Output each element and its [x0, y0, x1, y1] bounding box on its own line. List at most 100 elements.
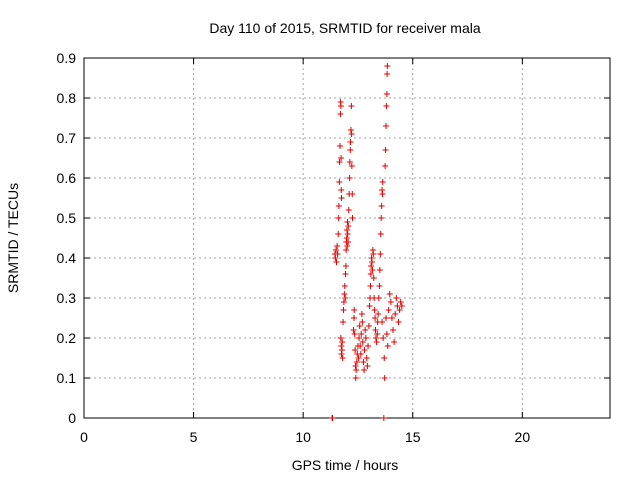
x-tick-label: 0 — [80, 429, 88, 445]
data-point — [377, 251, 384, 257]
data-point — [338, 343, 345, 349]
data-point — [382, 163, 389, 169]
data-point — [348, 163, 355, 169]
data-point — [341, 291, 348, 297]
data-points — [329, 63, 405, 421]
data-point — [376, 283, 383, 289]
data-point — [337, 103, 344, 109]
y-tick-label: 0.2 — [57, 330, 77, 346]
data-point — [398, 303, 405, 309]
data-point — [339, 355, 346, 361]
data-point — [380, 335, 387, 341]
data-point — [384, 63, 391, 69]
data-point — [355, 355, 362, 361]
data-point — [357, 343, 364, 349]
data-point — [346, 175, 353, 181]
data-point — [351, 315, 358, 321]
data-point — [379, 179, 386, 185]
data-point — [377, 231, 384, 237]
data-point — [341, 283, 348, 289]
y-tick-label: 0.8 — [57, 90, 77, 106]
data-point — [369, 267, 376, 273]
data-point — [350, 327, 357, 333]
data-point — [353, 359, 360, 365]
y-tick-label: 0.1 — [57, 370, 77, 386]
data-point — [368, 259, 375, 265]
y-tick-label: 0.5 — [57, 210, 77, 226]
data-point — [383, 91, 390, 97]
x-tick-label: 15 — [405, 429, 421, 445]
data-point — [353, 367, 360, 373]
data-point — [362, 335, 369, 341]
data-point — [397, 299, 404, 305]
data-point — [392, 311, 399, 317]
y-tick-label: 0.7 — [57, 130, 77, 146]
data-point — [378, 203, 385, 209]
data-point — [333, 247, 340, 253]
data-point — [345, 207, 352, 213]
data-point — [361, 347, 368, 353]
data-point — [359, 319, 366, 325]
data-point — [376, 267, 383, 273]
data-point — [344, 227, 350, 233]
data-point — [356, 335, 363, 341]
data-point — [359, 339, 366, 345]
data-point — [335, 203, 342, 209]
data-point — [361, 367, 368, 373]
data-point — [378, 215, 385, 221]
data-point — [344, 243, 351, 249]
data-point — [379, 319, 386, 325]
data-point — [339, 339, 346, 345]
data-point — [345, 239, 352, 245]
data-point — [370, 251, 377, 257]
data-point — [364, 363, 371, 369]
y-tick-label: 0.4 — [57, 250, 77, 266]
data-point — [349, 191, 356, 197]
data-point — [363, 355, 370, 361]
data-point — [335, 231, 342, 237]
data-point — [383, 331, 390, 337]
data-point — [336, 143, 343, 149]
data-point — [387, 299, 394, 305]
data-point — [395, 319, 402, 325]
data-point — [370, 275, 377, 281]
y-tick-label: 0.9 — [57, 50, 77, 66]
data-point — [372, 327, 379, 333]
data-point — [342, 271, 349, 277]
data-point — [381, 375, 388, 381]
data-point — [384, 343, 391, 349]
data-point — [352, 375, 359, 381]
data-point — [373, 339, 380, 345]
data-point — [367, 271, 374, 277]
data-point — [348, 131, 355, 137]
tick-labels: 0 0.1 0.2 0.3 0.4 0.5 0.6 0.7 0.8 0.9 0 5 10 15 20 — [57, 50, 531, 445]
data-point — [372, 335, 379, 341]
data-point — [346, 159, 353, 165]
data-point — [349, 215, 356, 221]
y-tick-label: 0 — [68, 410, 76, 426]
data-point — [334, 243, 341, 249]
data-point — [338, 155, 345, 161]
data-point — [365, 323, 372, 329]
y-tick-label: 0.6 — [57, 170, 77, 186]
data-point — [342, 263, 349, 269]
data-point — [358, 311, 365, 317]
data-point — [352, 363, 359, 369]
data-point — [390, 327, 397, 333]
x-tick-label: 10 — [295, 429, 311, 445]
data-point — [379, 191, 386, 197]
data-point — [344, 219, 351, 225]
data-point — [333, 259, 340, 265]
x-tick-label: 5 — [190, 429, 198, 445]
data-point — [371, 307, 378, 313]
chart-title: Day 110 of 2015, SRMTID for receiver mal… — [209, 20, 481, 36]
data-point — [334, 251, 341, 257]
data-point — [351, 307, 358, 313]
data-point — [347, 139, 354, 145]
data-point — [388, 315, 395, 321]
data-point — [352, 347, 359, 353]
data-point — [380, 415, 387, 421]
data-point — [347, 127, 354, 133]
data-point — [340, 299, 347, 305]
